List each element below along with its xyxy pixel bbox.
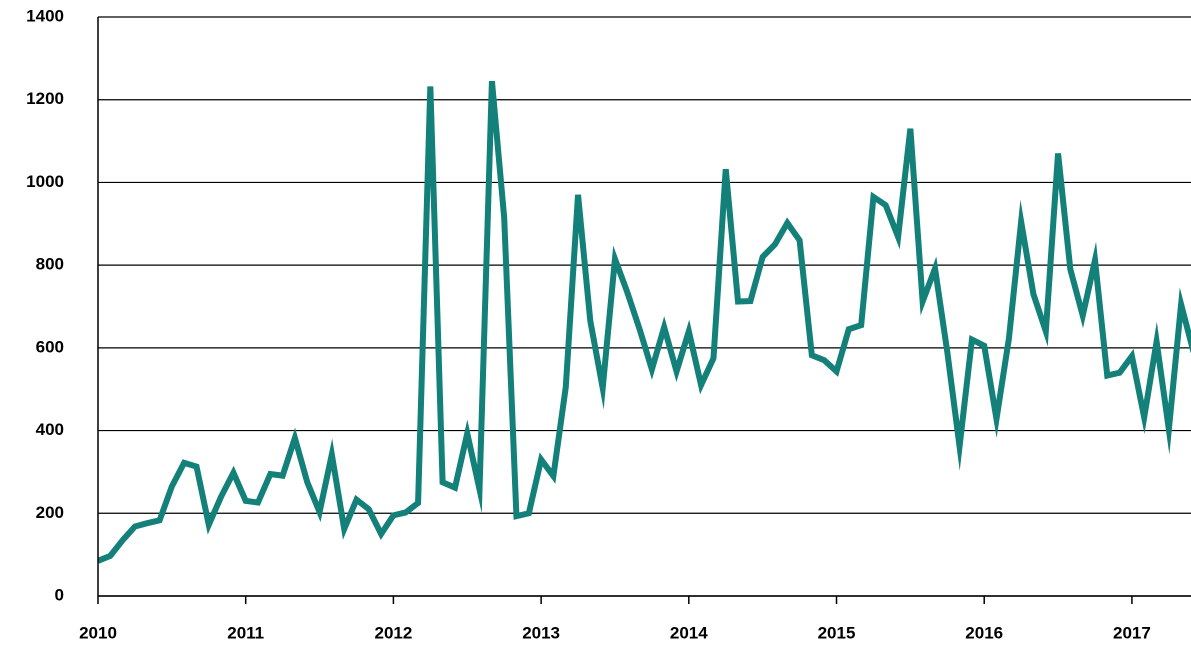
x-tick-label: 2010 bbox=[79, 623, 117, 642]
y-tick-label: 0 bbox=[55, 585, 64, 604]
x-tick-label: 2014 bbox=[670, 623, 708, 642]
x-tick-label: 2015 bbox=[818, 623, 856, 642]
y-tick-label: 1400 bbox=[26, 6, 64, 25]
y-tick-label: 800 bbox=[36, 255, 64, 274]
y-tick-label: 400 bbox=[36, 420, 64, 439]
data-line bbox=[98, 80, 1191, 564]
x-tick-label: 2011 bbox=[227, 623, 264, 642]
plot-area bbox=[98, 80, 1191, 564]
grid bbox=[98, 16, 1191, 597]
y-tick-label: 600 bbox=[36, 337, 64, 356]
x-tick-label: 2013 bbox=[522, 623, 560, 642]
x-tick-label: 2016 bbox=[965, 623, 1003, 642]
x-tick-label: 2012 bbox=[374, 623, 412, 642]
x-tick-label: 2017 bbox=[1113, 623, 1151, 642]
y-tick-label: 1000 bbox=[26, 172, 64, 191]
y-tick-label: 200 bbox=[36, 503, 64, 522]
y-tick-label: 1200 bbox=[26, 89, 64, 108]
